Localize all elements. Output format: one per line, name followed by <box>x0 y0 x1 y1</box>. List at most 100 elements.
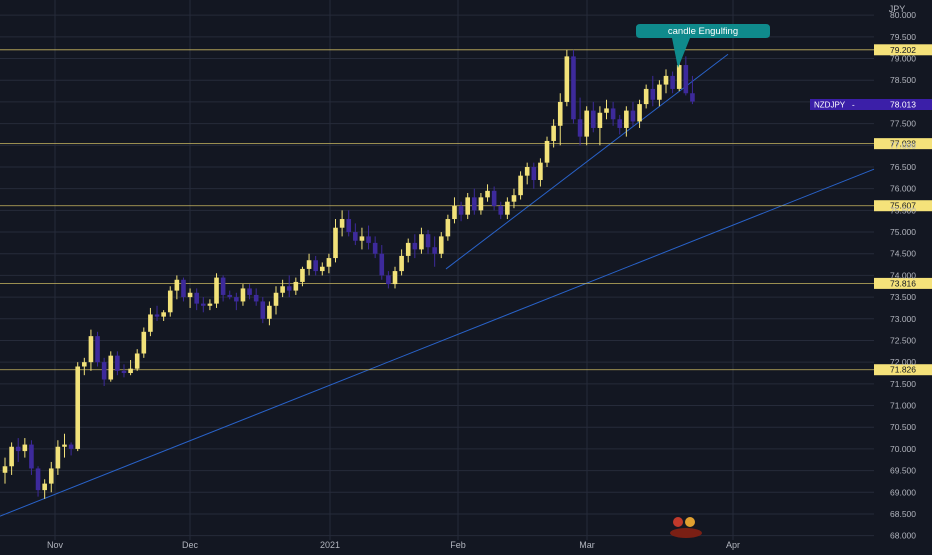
candle-body <box>267 305 272 319</box>
candle-body <box>220 277 226 295</box>
candle-body <box>637 104 642 122</box>
y-tick-label: 69.000 <box>890 487 916 497</box>
y-tick-label: 76.000 <box>890 184 916 194</box>
y-tick-label: 72.500 <box>890 335 916 345</box>
candle-body <box>234 297 239 302</box>
y-tick-label: 73.000 <box>890 314 916 324</box>
level-tag-label: 77.038 <box>890 139 916 149</box>
candle-body <box>630 110 636 122</box>
horizontal-levels: 79.202 77.038 75.607 73.816 71.826 <box>0 44 932 376</box>
candle-body <box>379 253 385 276</box>
y-tick-label: 71.500 <box>890 379 916 389</box>
y-tick-label: 72.000 <box>890 357 916 367</box>
y-tick-label: 76.500 <box>890 162 916 172</box>
candle-body <box>412 242 418 250</box>
candle-body <box>42 483 47 491</box>
level-tag <box>874 364 932 376</box>
candle-body <box>505 201 510 215</box>
long-trendline[interactable] <box>0 168 875 517</box>
candle-body <box>313 260 318 272</box>
price-tag-background <box>810 99 874 110</box>
candle-body <box>306 260 312 269</box>
candle-body <box>300 268 305 282</box>
candle-body <box>624 110 629 128</box>
price-tag-symbol: NZDJPY <box>814 101 846 110</box>
level-tag-label: 71.826 <box>890 365 916 375</box>
candle-body <box>286 286 292 291</box>
price-axis-tag-background <box>874 99 932 110</box>
candle-body <box>326 258 332 267</box>
candle-body <box>29 444 34 469</box>
candle-body <box>472 197 477 211</box>
candle-body <box>372 242 378 254</box>
candle-body <box>577 119 583 137</box>
x-tick-label-feb: Feb <box>450 540 466 550</box>
candle-body <box>227 294 233 298</box>
candle-body <box>22 444 28 452</box>
candle-body <box>339 219 345 228</box>
candle-body <box>68 444 74 449</box>
y-tick-label: 68.500 <box>890 509 916 519</box>
candle-body <box>55 446 61 469</box>
candle-body <box>557 101 563 126</box>
y-tick-label: 69.500 <box>890 466 916 476</box>
y-tick-label: 74.000 <box>890 270 916 280</box>
annotation-callout[interactable]: candle Engulfing <box>636 24 770 68</box>
y-tick-label: 71.000 <box>890 401 916 411</box>
candle-body <box>690 93 695 102</box>
candle-body <box>35 468 41 491</box>
candle-body <box>544 140 550 163</box>
candle-body <box>452 206 457 220</box>
candle-body <box>571 56 576 120</box>
candle-body <box>538 162 543 180</box>
candle-body <box>253 294 259 302</box>
short-trendline[interactable] <box>445 53 729 270</box>
currency-label: JPY <box>889 4 906 14</box>
candle-body <box>425 234 431 248</box>
candle-body <box>650 88 656 100</box>
candle-body <box>445 219 451 237</box>
logo-circle-left <box>673 517 683 527</box>
candle-body <box>683 65 689 94</box>
candle-body <box>134 353 140 369</box>
y-tick-label: 70.500 <box>890 422 916 432</box>
candle-body <box>405 242 411 256</box>
candle-body <box>174 279 180 291</box>
candle-body <box>280 286 285 293</box>
candle-body <box>524 166 530 176</box>
y-tick-label: 80.000 <box>890 10 916 20</box>
candle-body <box>531 166 537 180</box>
candle-body <box>128 368 133 374</box>
candle-body <box>194 292 199 304</box>
y-tick-label: 75.500 <box>890 205 916 215</box>
candle-body <box>432 247 437 254</box>
y-tick-label: 68.000 <box>890 531 916 541</box>
candle-body <box>115 355 120 371</box>
x-tick-label-nov: Nov <box>47 540 64 550</box>
candle-body <box>604 108 609 113</box>
candle-body <box>511 195 517 202</box>
candle-body <box>121 370 127 374</box>
candle-body <box>247 288 252 295</box>
x-tick-label-2021: 2021 <box>320 540 340 550</box>
level-tag-label: 75.607 <box>890 201 916 211</box>
candle-body <box>240 288 246 302</box>
candle-body <box>657 84 662 100</box>
candle-body <box>207 303 213 306</box>
candle-body <box>643 88 649 105</box>
candle-body <box>15 446 21 452</box>
candle-body <box>95 336 100 363</box>
y-tick-label: 78.500 <box>890 75 916 85</box>
price-tag-dash: - <box>852 101 855 110</box>
time-axis[interactable]: Nov Dec 2021 Feb Mar Apr <box>47 540 740 550</box>
x-tick-label-apr: Apr <box>726 540 740 550</box>
candle-body <box>392 271 398 285</box>
logo-banner <box>670 528 702 538</box>
y-tick-label: 73.500 <box>890 292 916 302</box>
level-tag-label: 73.816 <box>890 278 916 288</box>
candle-body <box>319 266 325 272</box>
logo-circle-right <box>685 517 695 527</box>
candle-body <box>551 125 556 141</box>
